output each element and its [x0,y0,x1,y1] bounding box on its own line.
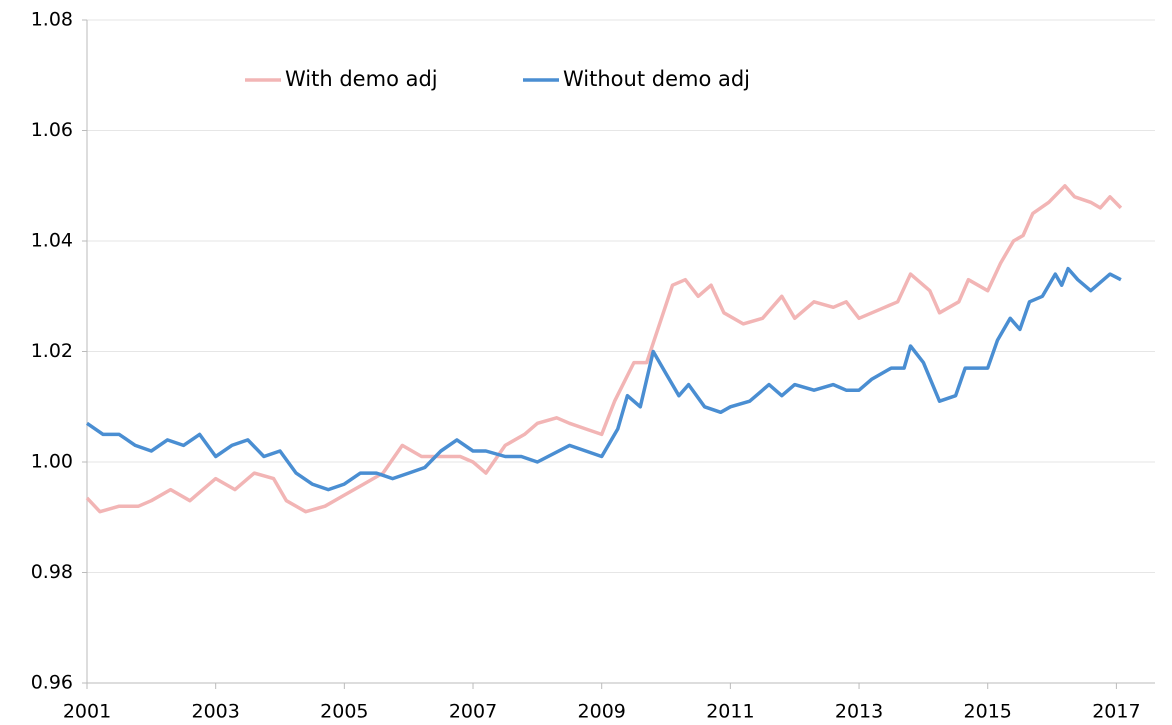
y-tick-label: 1.04 [31,230,73,252]
x-tick-label: 2011 [706,701,754,723]
series-line [86,266,1122,492]
y-tick-label: 0.98 [31,561,73,583]
x-tick-label: 2003 [191,701,239,723]
legend-label: Without demo adj [563,67,750,91]
y-tick-label: 1.02 [31,340,73,362]
x-tick-label: 2017 [1092,701,1140,723]
y-tick-label: 1.06 [31,119,73,141]
x-tick-label: 2015 [964,701,1012,723]
x-tick-label: 2007 [449,701,497,723]
x-tick-label: 2005 [320,701,368,723]
y-tick-label: 1.08 [31,9,73,31]
series-line [85,184,1123,514]
x-tick-label: 2009 [578,701,626,723]
legend-label: With demo adj [285,67,438,91]
x-tick-label: 2001 [63,701,111,723]
x-tick-label: 2013 [835,701,883,723]
y-tick-label: 1.00 [31,451,73,473]
y-tick-label: 0.96 [31,672,73,694]
